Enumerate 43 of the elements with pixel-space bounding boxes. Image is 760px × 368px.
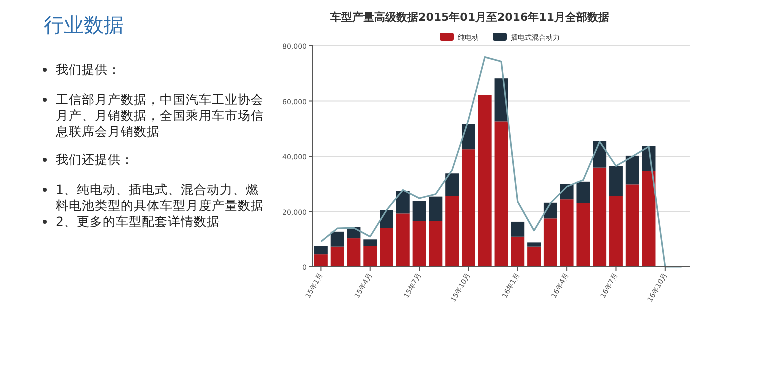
bar xyxy=(642,171,656,267)
bar xyxy=(429,196,443,222)
bar xyxy=(330,246,344,267)
bar xyxy=(396,214,410,267)
text: 1、纯电动、插电式、混合动力、燃料电池类型的具体车型月度产量数据 xyxy=(56,182,264,213)
bar xyxy=(412,201,426,222)
bar xyxy=(330,232,344,247)
bar xyxy=(593,168,607,267)
chart-title: 车型产量高级数据2015年01月至2016年11月全部数据 xyxy=(330,11,610,24)
bar xyxy=(528,242,542,247)
bar xyxy=(576,203,590,267)
bar xyxy=(511,236,525,267)
bar xyxy=(626,156,640,185)
bar xyxy=(314,246,328,255)
bar xyxy=(610,196,623,267)
bar xyxy=(610,166,623,196)
bar xyxy=(396,191,410,214)
bar xyxy=(446,174,460,196)
bar xyxy=(626,184,640,267)
bar xyxy=(380,210,394,228)
bar xyxy=(412,221,426,267)
bar xyxy=(364,246,378,267)
text: 我们提供： xyxy=(56,62,121,77)
bar xyxy=(429,221,443,267)
bar xyxy=(494,122,508,267)
text: 我们还提供： xyxy=(56,152,134,167)
bar xyxy=(462,124,476,150)
bar xyxy=(511,222,525,237)
bar xyxy=(446,196,460,267)
line-series xyxy=(320,56,683,268)
text: 2、更多的车型配套详情数据 xyxy=(56,214,220,229)
bar xyxy=(560,200,574,267)
bar xyxy=(576,182,590,204)
text: 行业数据 xyxy=(44,12,124,39)
bar xyxy=(314,254,328,267)
bar xyxy=(347,238,361,267)
text: 工信部月产数据，中国汽车工业协会月产、月销数据，全国乘用车市场信息联席会月销数据 xyxy=(56,92,264,139)
bar xyxy=(544,218,558,267)
bar xyxy=(364,240,378,246)
bar xyxy=(380,228,394,267)
bar xyxy=(478,95,492,267)
bar xyxy=(462,150,476,267)
bar xyxy=(528,246,542,267)
